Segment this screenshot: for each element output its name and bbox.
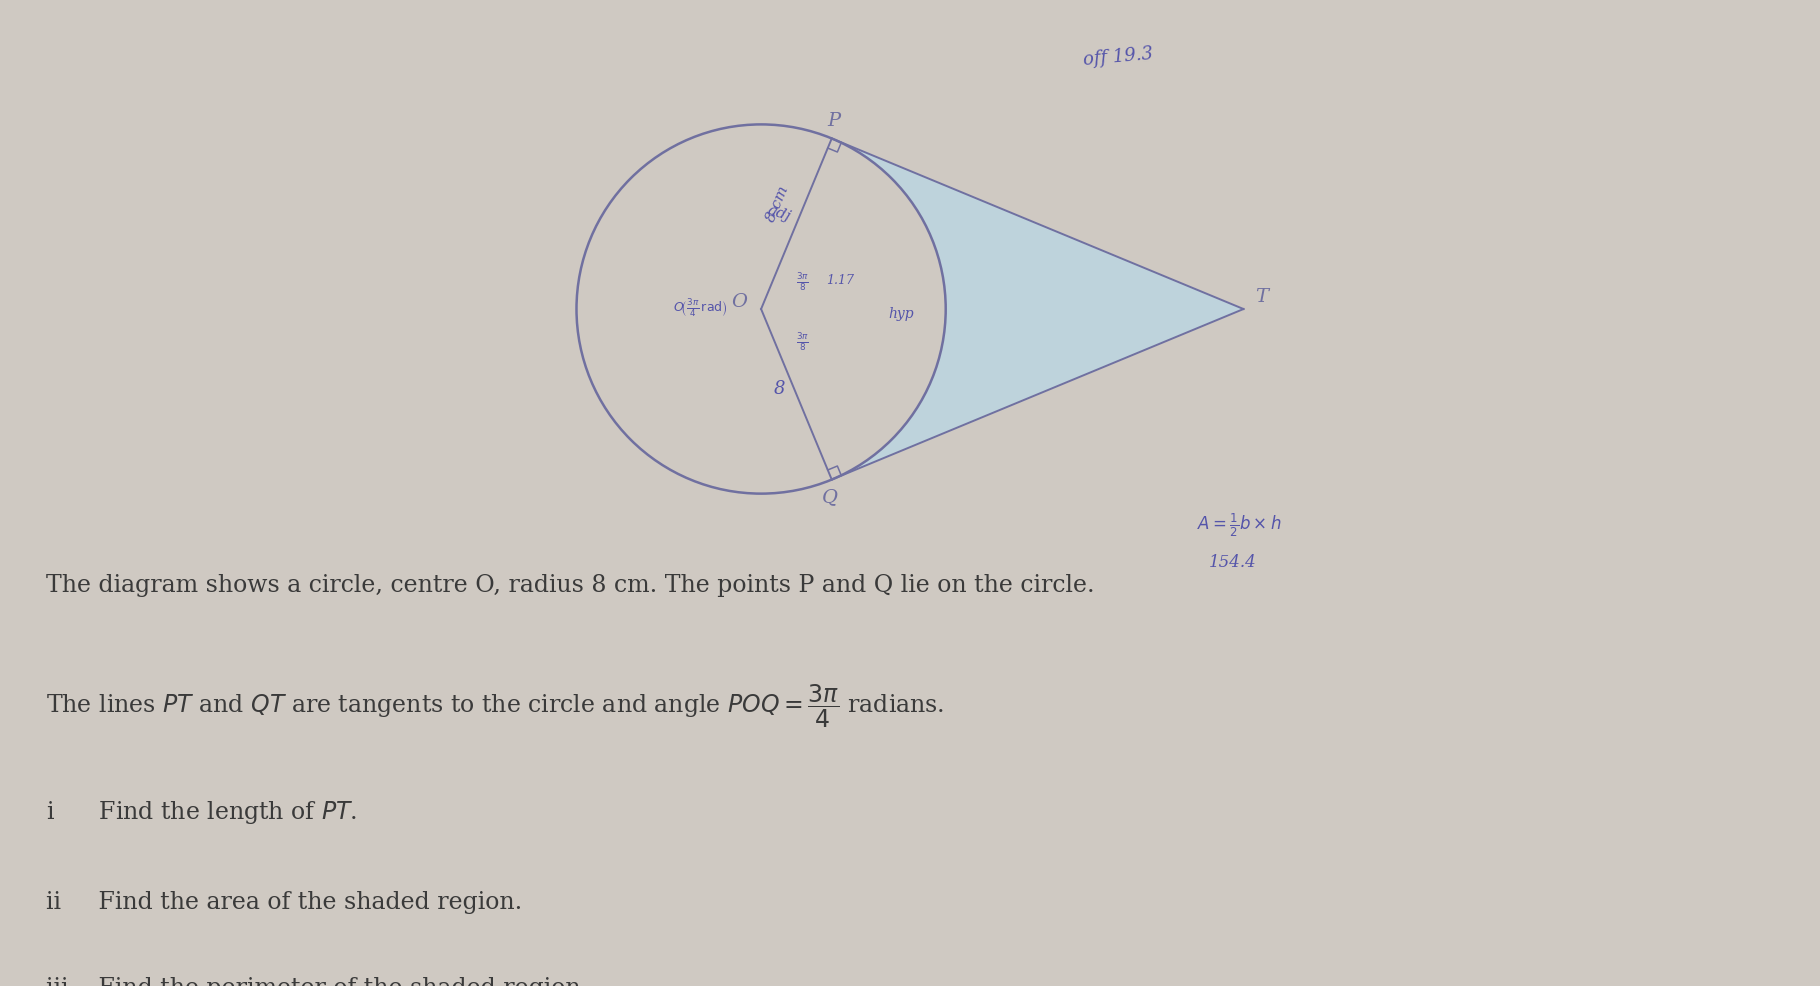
Polygon shape	[832, 138, 1243, 479]
Text: off 19.3: off 19.3	[1081, 44, 1154, 69]
Text: 8: 8	[774, 381, 784, 398]
Text: The diagram shows a circle, centre O, radius 8 cm. The points P and Q lie on the: The diagram shows a circle, centre O, ra…	[46, 574, 1094, 597]
Text: $\frac{3\pi}{8}$: $\frac{3\pi}{8}$	[795, 271, 808, 293]
Text: $O\!\left(\frac{3\pi}{4}\,\mathrm{rad}\right)$: $O\!\left(\frac{3\pi}{4}\,\mathrm{rad}\r…	[673, 297, 728, 318]
Text: T: T	[1256, 288, 1269, 306]
Text: $\frac{3\pi}{8}$: $\frac{3\pi}{8}$	[795, 331, 808, 353]
Text: The lines $PT$ and $QT$ are tangents to the circle and angle $POQ = \dfrac{3\pi}: The lines $PT$ and $QT$ are tangents to …	[46, 682, 945, 730]
Text: hyp: hyp	[888, 308, 914, 321]
Text: $A=\frac{1}{2}b\times h$: $A=\frac{1}{2}b\times h$	[1198, 512, 1281, 539]
Text: adj: adj	[766, 203, 794, 225]
Text: ii     Find the area of the shaded region.: ii Find the area of the shaded region.	[46, 890, 522, 914]
Text: 1.17: 1.17	[826, 274, 854, 287]
Text: P: P	[828, 111, 841, 130]
Text: O: O	[732, 293, 746, 311]
Text: i      Find the length of $PT$.: i Find the length of $PT$.	[46, 800, 357, 826]
Text: Q: Q	[821, 489, 837, 507]
Text: iii    Find the perimeter of the shaded region.: iii Find the perimeter of the shaded reg…	[46, 977, 588, 986]
Text: 154.4: 154.4	[1208, 554, 1256, 571]
Text: 8 cm: 8 cm	[764, 184, 792, 225]
